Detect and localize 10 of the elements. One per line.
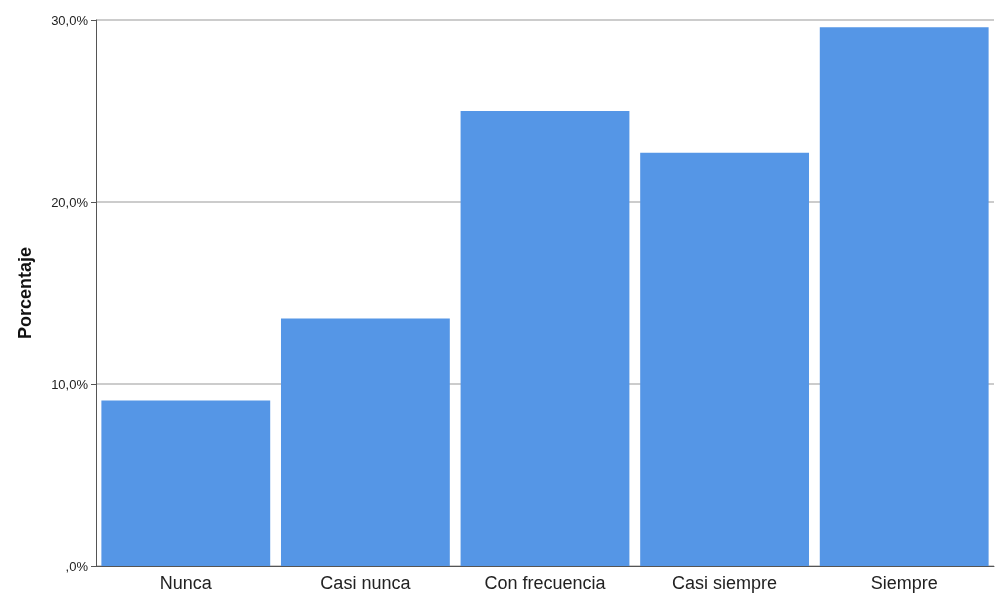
x-tick-label: Siempre (870, 573, 938, 593)
x-tick-label: Casi siempre (672, 573, 778, 593)
y-tick-label: ,0% (65, 558, 89, 574)
y-axis-title: Porcentaje (15, 246, 35, 340)
x-tick-label: Casi nunca (320, 573, 412, 593)
y-tick-label: 20,0% (51, 194, 89, 210)
x-tick-label: Con frecuencia (484, 573, 607, 593)
y-tick-label: 30,0% (51, 12, 89, 28)
x-tick-label: Nunca (159, 573, 213, 593)
y-tick-label: 10,0% (51, 376, 89, 392)
